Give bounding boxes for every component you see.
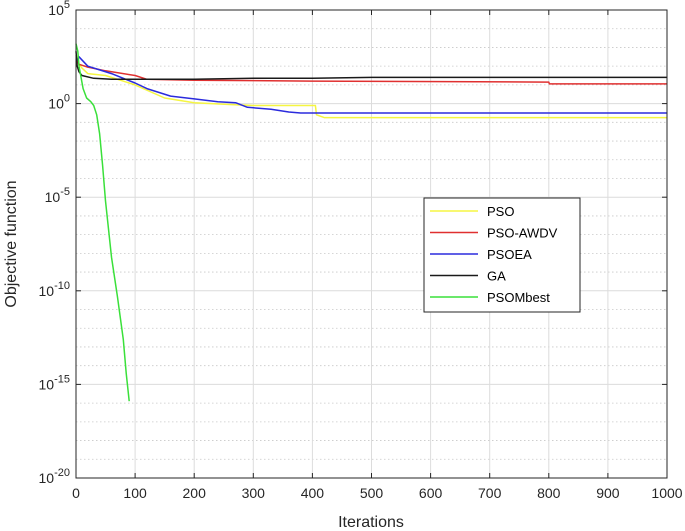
legend-label: PSOEA — [487, 247, 532, 262]
tick-marks — [75, 9, 668, 479]
x-tick-label: 1000 — [651, 485, 682, 501]
x-tick-label: 100 — [123, 485, 147, 501]
x-tick-label: 900 — [596, 485, 620, 501]
legend-box — [423, 197, 581, 313]
y-tick-label: 105 — [48, 0, 70, 18]
y-tick-label: 100 — [48, 93, 70, 112]
x-tick-label: 200 — [183, 485, 207, 501]
x-tick-labels: 0 100 200 300 400 500 600 700 800 900 1000 — [72, 485, 683, 501]
y-axis-label: Objective function — [3, 180, 20, 307]
legend-label: PSO-AWDV — [487, 226, 558, 241]
series-line-psombest — [75, 43, 130, 402]
x-tick-label: 600 — [419, 485, 443, 501]
series-line-pso — [75, 54, 667, 119]
legend: PSO PSO-AWDV PSOEA GA PSOMbest — [423, 197, 581, 313]
x-tick-label: 300 — [242, 485, 266, 501]
y-tick-label: 10-5 — [45, 186, 70, 205]
x-tick-label: 500 — [360, 485, 384, 501]
x-axis-label: Iterations — [338, 514, 404, 531]
legend-label: PSO — [487, 204, 514, 219]
x-tick-label: 700 — [478, 485, 502, 501]
legend-label: GA — [487, 269, 506, 284]
x-tick-label: 400 — [301, 485, 325, 501]
y-tick-label: 10-15 — [39, 373, 70, 392]
legend-label: PSOMbest — [487, 290, 550, 305]
y-tick-label: 10-10 — [39, 280, 70, 299]
y-tick-label: 10-20 — [39, 467, 70, 486]
y-tick-labels: 105 100 10-5 10-10 10-15 10-20 — [39, 0, 70, 486]
x-tick-label: 800 — [537, 485, 561, 501]
x-tick-label: 0 — [72, 485, 80, 501]
series-lines — [75, 43, 667, 402]
series-line-psoea — [75, 56, 667, 114]
